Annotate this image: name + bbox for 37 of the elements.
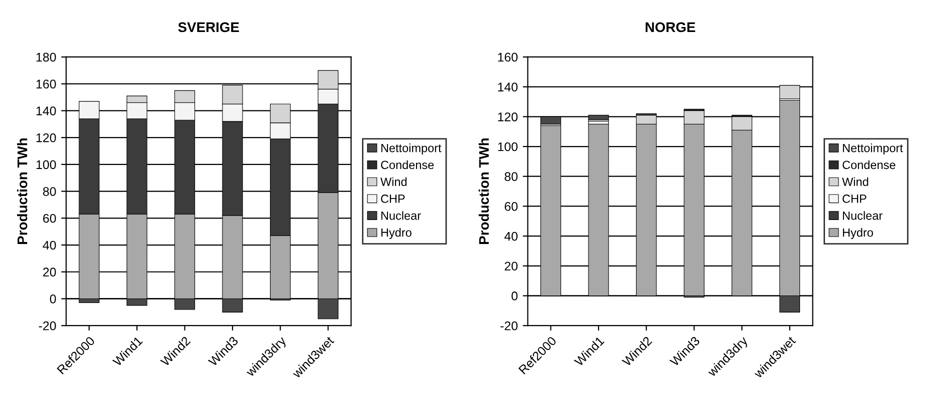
y-tick-label: 60 [504, 202, 518, 211]
y-tick-label: 40 [504, 232, 518, 241]
legend-label: CHP [381, 194, 405, 203]
y-tick-label: 100 [498, 142, 518, 152]
legend-label: Nettoimport [381, 144, 442, 155]
y-tick-label: 180 [36, 52, 56, 62]
legend-label: Nettoimport [842, 144, 903, 155]
legend-label: Nuclear [842, 211, 882, 220]
y-axis-title: Production TWh [17, 138, 28, 244]
y-tick-label: -20 [38, 321, 56, 330]
legend-label: CHP [842, 194, 866, 203]
legend-label: Condense [381, 160, 434, 170]
y-axis-title: Production TWh [478, 138, 489, 244]
legend-label: Condense [842, 160, 896, 170]
y-tick-label: 60 [43, 214, 56, 223]
y-tick-label: 20 [43, 268, 56, 277]
y-tick-label: 140 [36, 106, 56, 116]
y-tick-label: 40 [42, 240, 56, 250]
y-tick-label: 120 [36, 133, 56, 142]
y-tick-label: 0 [50, 294, 56, 304]
legend-label: Hydro [842, 228, 874, 240]
legend-label: Wind [842, 177, 868, 186]
y-tick-label: 0 [512, 292, 518, 300]
y-tick-label: 80 [504, 172, 518, 182]
y-tick-label: 20 [504, 262, 518, 271]
y-tick-label: 80 [43, 187, 56, 196]
y-tick-label: -20 [500, 321, 518, 330]
y-tick-label: 160 [36, 80, 56, 88]
legend-label: Nuclear [381, 211, 421, 220]
legend-label: Hydro [381, 228, 412, 240]
y-tick-label: 160 [498, 52, 518, 62]
y-tick-label: 120 [498, 112, 518, 122]
y-tick-label: 140 [498, 82, 518, 92]
chart-title: NORGE [646, 22, 696, 32]
y-tick-label: 100 [36, 160, 56, 170]
legend-label: Wind [380, 177, 407, 186]
chart-title: SVERIGE [178, 22, 239, 32]
